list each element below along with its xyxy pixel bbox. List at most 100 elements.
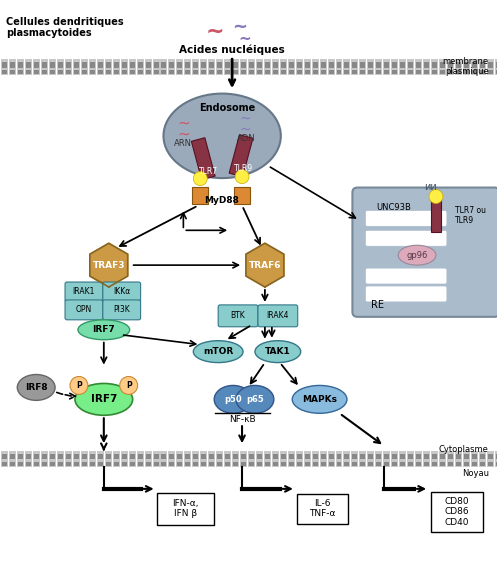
Bar bbox=[176, 59, 183, 75]
Bar bbox=[136, 59, 143, 75]
Ellipse shape bbox=[17, 375, 55, 401]
Text: MyD88: MyD88 bbox=[204, 196, 239, 205]
Bar bbox=[408, 70, 413, 74]
Bar bbox=[488, 62, 493, 68]
Bar bbox=[41, 451, 48, 467]
Bar bbox=[353, 70, 358, 74]
Bar bbox=[257, 462, 262, 466]
Bar bbox=[57, 59, 64, 75]
Bar bbox=[26, 70, 31, 74]
Bar bbox=[336, 451, 343, 467]
Bar bbox=[168, 451, 175, 467]
Bar bbox=[392, 62, 397, 68]
Bar bbox=[42, 70, 47, 74]
Bar bbox=[185, 454, 190, 459]
Bar bbox=[25, 59, 32, 75]
Bar bbox=[229, 135, 253, 176]
Text: NF-κB: NF-κB bbox=[229, 415, 255, 424]
Bar bbox=[241, 454, 246, 459]
Bar bbox=[296, 451, 303, 467]
Bar bbox=[305, 62, 310, 68]
Bar bbox=[193, 454, 198, 459]
Bar bbox=[375, 59, 382, 75]
Bar bbox=[272, 451, 279, 467]
Bar bbox=[361, 70, 366, 74]
Bar bbox=[225, 70, 230, 74]
Bar bbox=[209, 462, 214, 466]
Bar bbox=[58, 454, 63, 459]
Bar bbox=[2, 70, 7, 74]
Circle shape bbox=[70, 376, 88, 394]
Bar bbox=[10, 454, 15, 459]
Bar bbox=[114, 462, 119, 466]
Bar bbox=[17, 59, 24, 75]
Bar bbox=[249, 62, 254, 68]
Bar bbox=[257, 70, 262, 74]
Bar bbox=[57, 451, 64, 467]
Bar bbox=[369, 62, 374, 68]
Text: ~: ~ bbox=[206, 21, 225, 41]
Bar bbox=[329, 70, 334, 74]
Bar bbox=[337, 462, 342, 466]
Bar bbox=[129, 70, 134, 74]
Bar bbox=[392, 70, 397, 74]
Text: p65: p65 bbox=[246, 395, 264, 404]
Bar bbox=[447, 59, 454, 75]
Bar bbox=[384, 70, 389, 74]
Bar bbox=[448, 70, 453, 74]
Bar bbox=[49, 59, 56, 75]
Bar bbox=[161, 454, 166, 459]
Bar bbox=[423, 59, 430, 75]
Text: Cellules dendritiques
plasmacytoides: Cellules dendritiques plasmacytoides bbox=[6, 17, 124, 38]
Bar bbox=[233, 62, 238, 68]
Bar bbox=[232, 59, 239, 75]
Bar bbox=[273, 454, 278, 459]
Bar bbox=[480, 454, 485, 459]
Bar bbox=[431, 451, 438, 467]
Bar bbox=[105, 59, 112, 75]
Bar bbox=[463, 451, 470, 467]
Text: IRF7: IRF7 bbox=[91, 394, 117, 405]
Bar bbox=[448, 62, 453, 68]
Bar bbox=[74, 454, 79, 459]
Bar bbox=[391, 451, 398, 467]
Bar bbox=[208, 59, 215, 75]
Bar bbox=[352, 451, 359, 467]
Bar bbox=[265, 62, 270, 68]
Bar bbox=[216, 59, 223, 75]
Bar bbox=[423, 451, 430, 467]
Bar bbox=[337, 70, 342, 74]
Bar bbox=[201, 462, 206, 466]
Bar bbox=[408, 462, 413, 466]
Bar bbox=[249, 454, 254, 459]
Bar bbox=[352, 59, 359, 75]
Bar bbox=[153, 454, 158, 459]
Ellipse shape bbox=[214, 386, 252, 413]
Bar bbox=[472, 462, 477, 466]
Bar bbox=[399, 59, 406, 75]
Bar bbox=[169, 62, 174, 68]
Bar bbox=[145, 70, 150, 74]
Bar bbox=[471, 59, 478, 75]
Bar bbox=[296, 59, 303, 75]
Bar bbox=[106, 454, 111, 459]
Bar bbox=[472, 62, 477, 68]
Bar bbox=[289, 454, 294, 459]
Bar bbox=[464, 462, 469, 466]
Bar bbox=[10, 70, 15, 74]
Bar bbox=[376, 462, 381, 466]
Bar bbox=[472, 70, 477, 74]
Bar bbox=[66, 70, 71, 74]
Bar bbox=[41, 59, 48, 75]
FancyBboxPatch shape bbox=[366, 210, 447, 226]
Circle shape bbox=[193, 172, 207, 186]
Bar bbox=[256, 59, 263, 75]
Ellipse shape bbox=[75, 383, 132, 415]
Text: Acides nucléiques: Acides nucléiques bbox=[179, 44, 285, 54]
Bar bbox=[177, 454, 182, 459]
Bar bbox=[25, 451, 32, 467]
Bar bbox=[384, 62, 389, 68]
Bar bbox=[320, 59, 327, 75]
Bar bbox=[479, 451, 486, 467]
Bar bbox=[304, 59, 311, 75]
